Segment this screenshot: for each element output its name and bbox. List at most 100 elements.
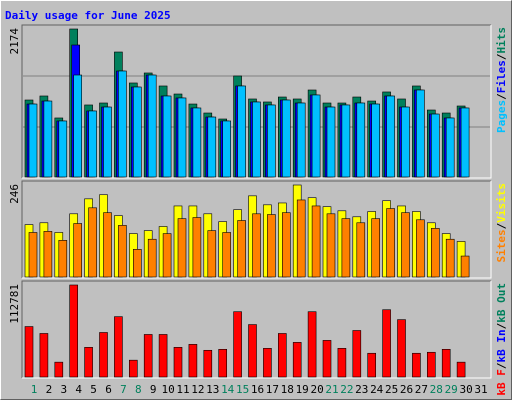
bar: [248, 324, 257, 378]
bar: [311, 94, 321, 178]
x-tick-label: 14: [221, 383, 235, 396]
bar: [326, 106, 336, 178]
bar: [24, 326, 34, 378]
bar: [460, 107, 470, 178]
bar: [386, 208, 395, 278]
bar: [430, 113, 440, 178]
x-tick-label: 31: [474, 383, 487, 396]
x-tick-label: 30: [459, 383, 472, 396]
bar: [43, 231, 53, 278]
bar: [267, 214, 276, 278]
bar: [341, 104, 351, 178]
x-tick-label: 18: [281, 383, 294, 396]
x-tick-label: 16: [251, 383, 264, 396]
x-tick-label: 3: [60, 383, 67, 396]
x-tick-label: 4: [75, 383, 82, 396]
panel-border-light: [22, 181, 492, 279]
x-tick-label: 11: [176, 383, 189, 396]
bar: [73, 223, 82, 278]
x-tick-label: 28: [430, 383, 443, 396]
chart-title: Daily usage for June 2025: [5, 9, 171, 22]
bar: [371, 103, 381, 178]
legend-entry: Hits: [495, 27, 508, 54]
x-tick-label: 21: [325, 383, 338, 396]
legend-separator: /: [495, 222, 508, 229]
x-tick-label: 24: [370, 383, 384, 396]
bar: [118, 225, 127, 278]
x-tick-label: 29: [445, 383, 458, 396]
bar: [445, 238, 455, 278]
bar: [162, 95, 172, 178]
panel-border-light: [22, 281, 492, 379]
bar: [192, 107, 202, 178]
x-tick-label: 22: [340, 383, 353, 396]
bar: [412, 352, 421, 378]
bar: [207, 116, 217, 178]
bar: [147, 74, 157, 178]
panel-border-dark: [21, 280, 491, 378]
x-tick-label: 13: [206, 383, 219, 396]
bar: [326, 213, 336, 278]
bar: [162, 233, 172, 278]
bar: [386, 95, 395, 178]
x-tick-label: 20: [310, 383, 323, 396]
legend-entry: kB F: [495, 369, 508, 396]
bar: [69, 284, 78, 378]
bar: [43, 100, 53, 178]
bar: [292, 342, 302, 378]
bar: [252, 101, 261, 178]
bar: [218, 349, 227, 378]
legend-separator: /: [495, 53, 508, 60]
bar: [237, 85, 246, 178]
x-tick-label: 17: [266, 383, 279, 396]
y-tick-label: 112781: [8, 284, 21, 324]
bar: [54, 361, 64, 378]
bar: [356, 222, 366, 278]
bar: [307, 311, 317, 378]
legend-entry: kB In: [495, 329, 508, 362]
bar: [158, 334, 168, 378]
bar: [103, 212, 112, 278]
x-tick-label: 12: [191, 383, 204, 396]
bar: [337, 348, 347, 378]
bar: [401, 106, 410, 178]
bar: [233, 311, 242, 378]
bar: [207, 230, 217, 278]
bar: [99, 332, 108, 378]
bar: [382, 309, 391, 378]
bar: [356, 102, 366, 178]
bar: [281, 99, 291, 178]
x-tick-label: 2: [46, 383, 53, 396]
x-tick-label: 8: [135, 383, 142, 396]
x-tick-label: 1: [31, 383, 38, 396]
x-tick-label: 9: [150, 383, 157, 396]
bar: [430, 228, 440, 278]
legend-entry: kB Out: [495, 283, 508, 323]
bar: [133, 249, 142, 278]
bar: [103, 106, 112, 178]
bar: [416, 219, 425, 278]
bar: [352, 330, 362, 378]
bar: [84, 347, 93, 378]
x-tick-label: 23: [355, 383, 368, 396]
panel-border-dark: [21, 24, 491, 178]
bar: [296, 199, 306, 278]
bar: [203, 349, 213, 378]
bar: [114, 316, 123, 378]
bar: [341, 218, 351, 278]
legend: Pages/Files/Hits: [495, 27, 508, 133]
bar: [58, 240, 68, 278]
bar: [311, 205, 321, 278]
legend-separator: /: [495, 93, 508, 100]
bar: [177, 218, 187, 278]
bar: [416, 89, 425, 178]
legend-separator: /: [495, 322, 508, 329]
bar: [58, 120, 68, 178]
bar: [143, 334, 153, 378]
bar: [173, 347, 183, 378]
bar: [367, 352, 377, 378]
bar: [460, 255, 470, 278]
legend-entry: Pages: [495, 100, 508, 133]
bar: [252, 213, 261, 278]
bar: [296, 102, 306, 178]
